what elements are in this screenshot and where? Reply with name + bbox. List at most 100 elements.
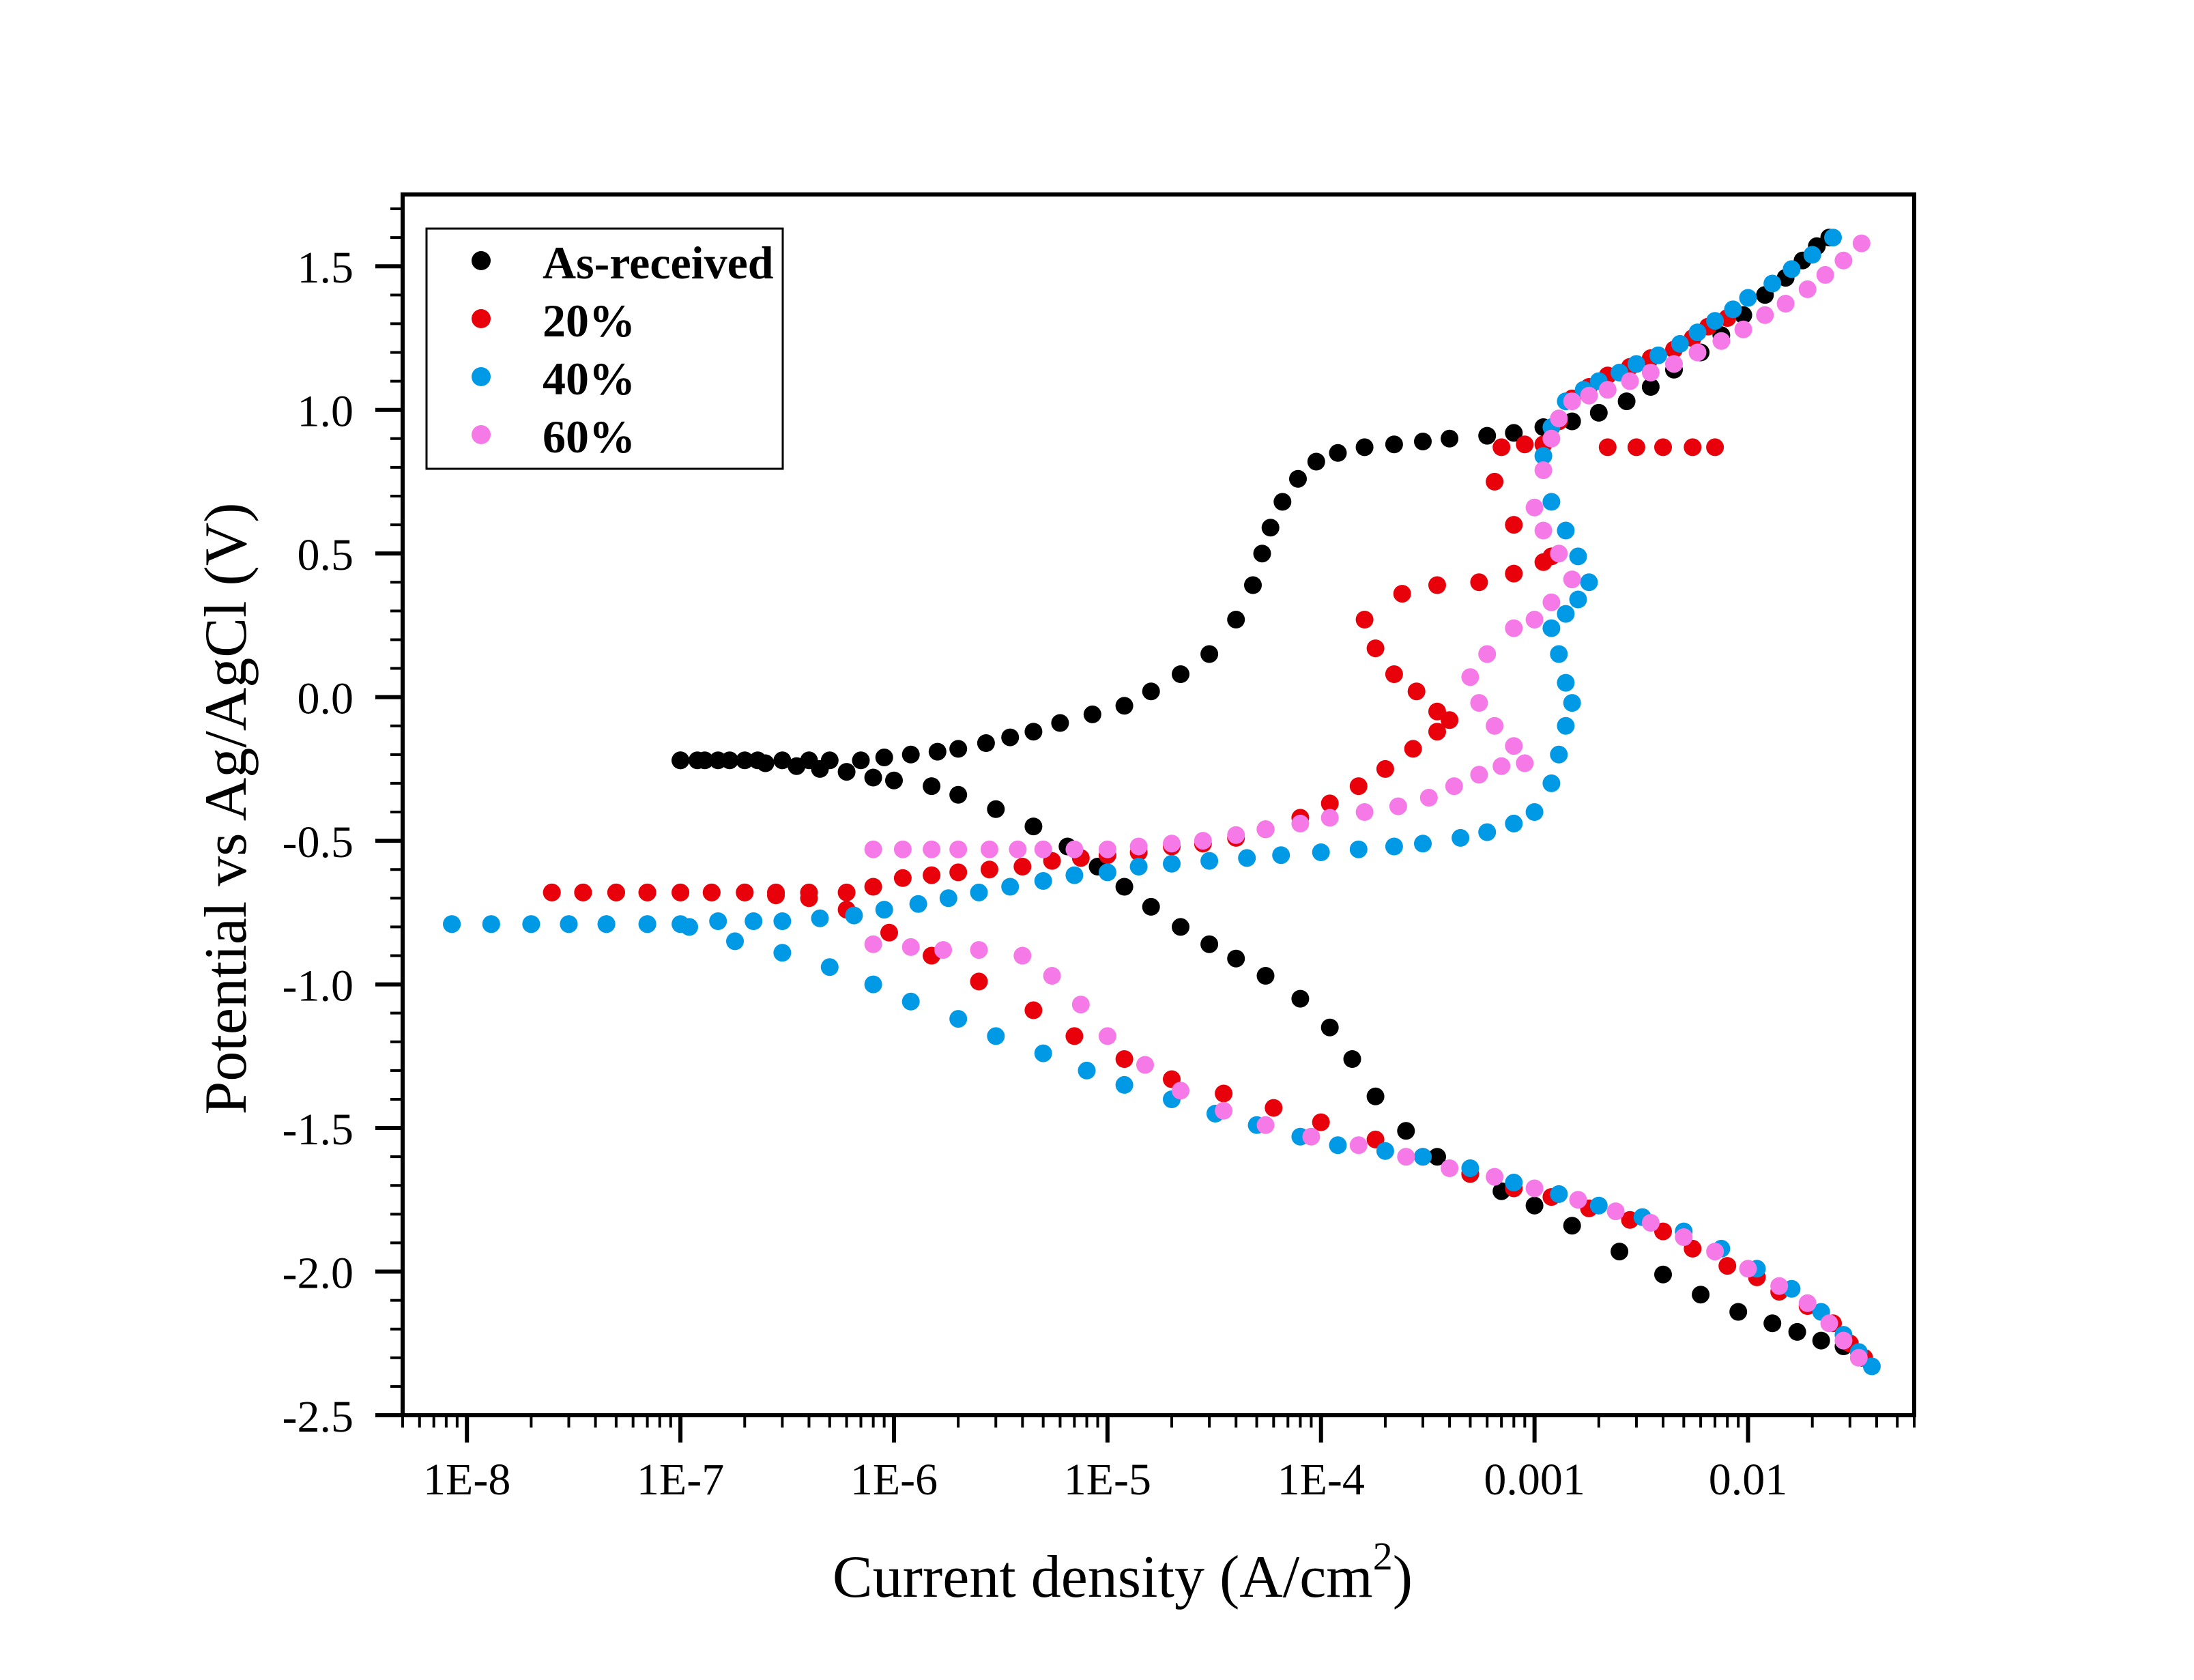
y-tick-label: 0.5	[298, 530, 354, 580]
data-point	[1816, 265, 1834, 284]
data-point	[1542, 593, 1561, 611]
y-tick-label: 0.0	[298, 674, 354, 724]
data-point	[901, 745, 920, 764]
data-point	[607, 883, 625, 901]
data-point	[1428, 723, 1446, 741]
legend-marker	[472, 251, 491, 270]
data-point	[970, 972, 988, 991]
y-tick-label: 1.0	[298, 387, 354, 437]
y-tick-label: -1.5	[283, 1105, 353, 1155]
data-point	[837, 883, 856, 901]
data-series	[443, 229, 1881, 1376]
data-point	[1589, 403, 1608, 422]
series-1	[672, 229, 1871, 1367]
data-point	[1452, 828, 1470, 847]
data-point	[1782, 260, 1801, 278]
data-point	[1407, 682, 1426, 701]
data-point	[901, 992, 920, 1011]
data-point	[1563, 570, 1581, 589]
data-point	[1542, 774, 1561, 792]
data-point	[1261, 519, 1280, 537]
data-point	[726, 932, 744, 951]
y-tick-label: -2.5	[283, 1392, 353, 1442]
data-point	[695, 751, 714, 770]
data-point	[1516, 435, 1534, 454]
data-point	[1329, 1136, 1347, 1155]
data-point	[1355, 611, 1374, 628]
data-point	[1001, 878, 1020, 896]
data-point	[1849, 1348, 1868, 1367]
data-point	[1641, 1214, 1660, 1232]
data-point	[1557, 674, 1575, 692]
data-point	[1734, 320, 1752, 338]
data-point	[1820, 1314, 1838, 1333]
data-point	[1349, 840, 1368, 858]
data-point	[1253, 545, 1271, 563]
data-point	[1083, 705, 1101, 723]
data-point	[1569, 590, 1587, 609]
y-tick-label: 1.5	[298, 243, 354, 293]
data-point	[1227, 949, 1245, 968]
data-point	[1428, 576, 1446, 594]
data-point	[875, 749, 893, 766]
data-point	[949, 1010, 968, 1028]
data-point	[1172, 1082, 1189, 1100]
data-point	[1043, 967, 1061, 985]
data-point	[1163, 835, 1181, 853]
data-point	[820, 958, 839, 976]
data-point	[1550, 645, 1568, 663]
data-point	[1862, 1357, 1881, 1376]
data-point	[1312, 843, 1330, 861]
data-point	[1492, 757, 1511, 775]
data-point	[1803, 246, 1821, 264]
x-tick-label: 0.01	[1709, 1455, 1788, 1505]
data-point	[885, 771, 903, 790]
data-point	[1654, 1265, 1672, 1284]
data-point	[1563, 392, 1581, 411]
data-point	[864, 840, 882, 858]
data-point	[1227, 611, 1245, 628]
data-point	[1712, 332, 1731, 350]
data-point	[1834, 1331, 1853, 1350]
data-point	[864, 878, 882, 896]
data-point	[1569, 547, 1587, 566]
data-point	[1024, 817, 1043, 836]
data-point	[1115, 1075, 1134, 1094]
data-point	[1505, 814, 1523, 832]
data-point	[980, 860, 998, 879]
data-point	[1598, 381, 1617, 399]
data-point	[1654, 1222, 1672, 1241]
data-point	[522, 915, 540, 933]
data-point	[443, 915, 461, 933]
data-point	[893, 840, 912, 858]
data-point	[1215, 1084, 1233, 1103]
data-point	[1441, 711, 1459, 729]
data-point	[1163, 854, 1181, 873]
data-point	[1542, 619, 1561, 637]
y-tick-label: -1.0	[283, 961, 353, 1011]
data-point	[1516, 754, 1534, 772]
data-point	[1654, 438, 1672, 457]
data-point	[1215, 1101, 1233, 1120]
data-point	[1385, 665, 1403, 683]
data-point	[1478, 645, 1497, 663]
data-point	[1200, 852, 1219, 870]
data-point	[1486, 1168, 1504, 1186]
data-point	[1013, 858, 1032, 875]
y-tick-label: -0.5	[283, 817, 353, 867]
legend-label: 20%	[543, 295, 635, 347]
data-point	[901, 938, 920, 956]
data-point	[1385, 837, 1403, 856]
data-point	[721, 751, 739, 770]
data-point	[1706, 312, 1724, 330]
data-point	[1065, 840, 1084, 858]
data-point	[980, 840, 998, 858]
data-point	[949, 740, 968, 758]
data-point	[893, 869, 912, 887]
data-point	[1557, 521, 1575, 540]
data-point	[1505, 737, 1523, 755]
data-point	[749, 751, 767, 770]
data-point	[1414, 1148, 1432, 1166]
data-point	[1788, 1322, 1806, 1341]
data-point	[1706, 1243, 1724, 1261]
